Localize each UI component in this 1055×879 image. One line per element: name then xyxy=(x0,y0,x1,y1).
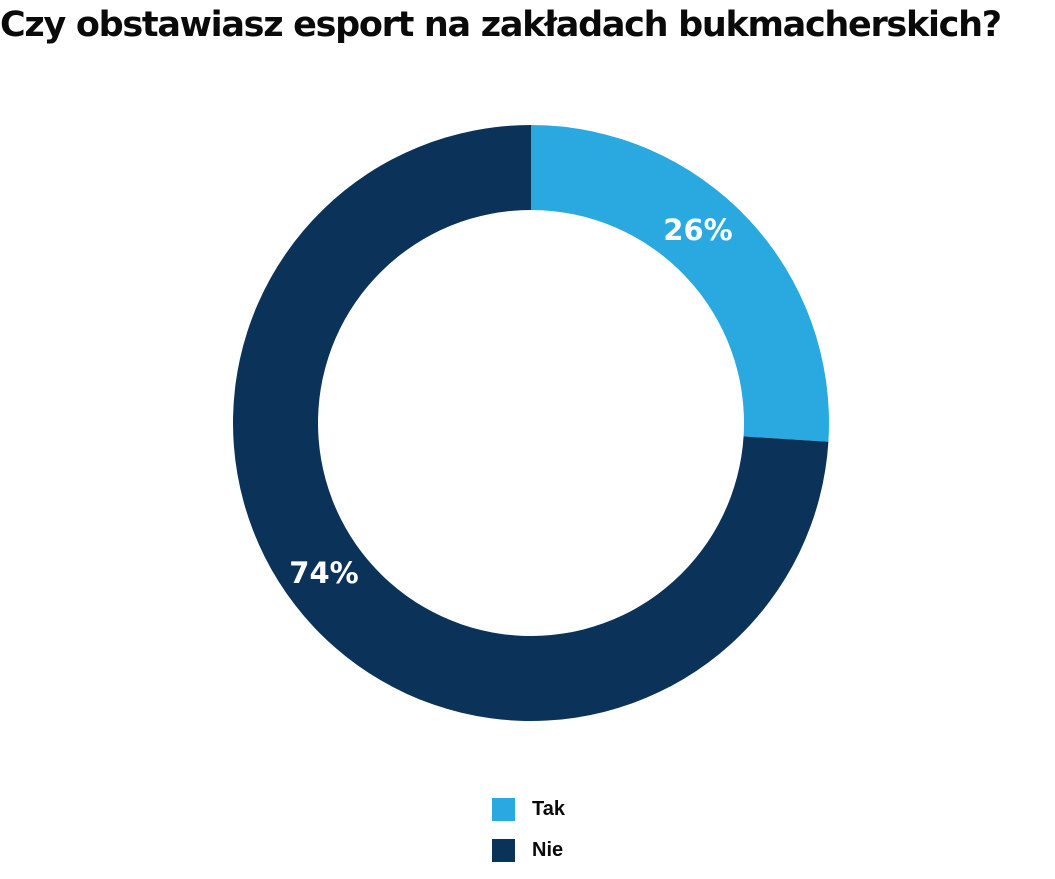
legend-label-nie: Nie xyxy=(532,838,564,861)
legend-swatch-nie xyxy=(492,838,515,862)
legend: Tak Nie xyxy=(492,797,565,879)
chart-title: Czy obstawiasz esport na zakładach bukma… xyxy=(0,5,1002,45)
legend-item-nie: Nie xyxy=(492,838,565,862)
slice-label-tak: 26% xyxy=(663,213,732,247)
legend-swatch-tak xyxy=(492,797,515,821)
donut-slices xyxy=(233,125,829,721)
slice-label-nie: 74% xyxy=(289,556,358,590)
legend-item-tak: Tak xyxy=(492,797,565,821)
donut-slice-tak xyxy=(531,125,829,442)
legend-label-tak: Tak xyxy=(532,797,565,820)
slice-labels: 26% 74% xyxy=(289,213,732,590)
